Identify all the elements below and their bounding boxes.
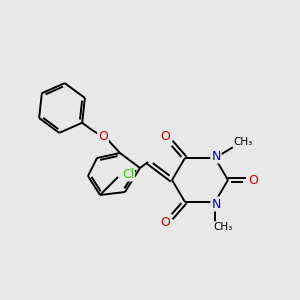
Text: O: O	[160, 130, 170, 143]
Text: N: N	[211, 197, 221, 211]
Text: O: O	[160, 217, 170, 230]
Text: O: O	[248, 173, 258, 187]
Text: O: O	[98, 130, 108, 142]
Text: N: N	[211, 149, 221, 163]
Text: Cl: Cl	[122, 167, 134, 181]
Text: CH₃: CH₃	[213, 222, 232, 232]
Text: CH₃: CH₃	[233, 137, 253, 147]
